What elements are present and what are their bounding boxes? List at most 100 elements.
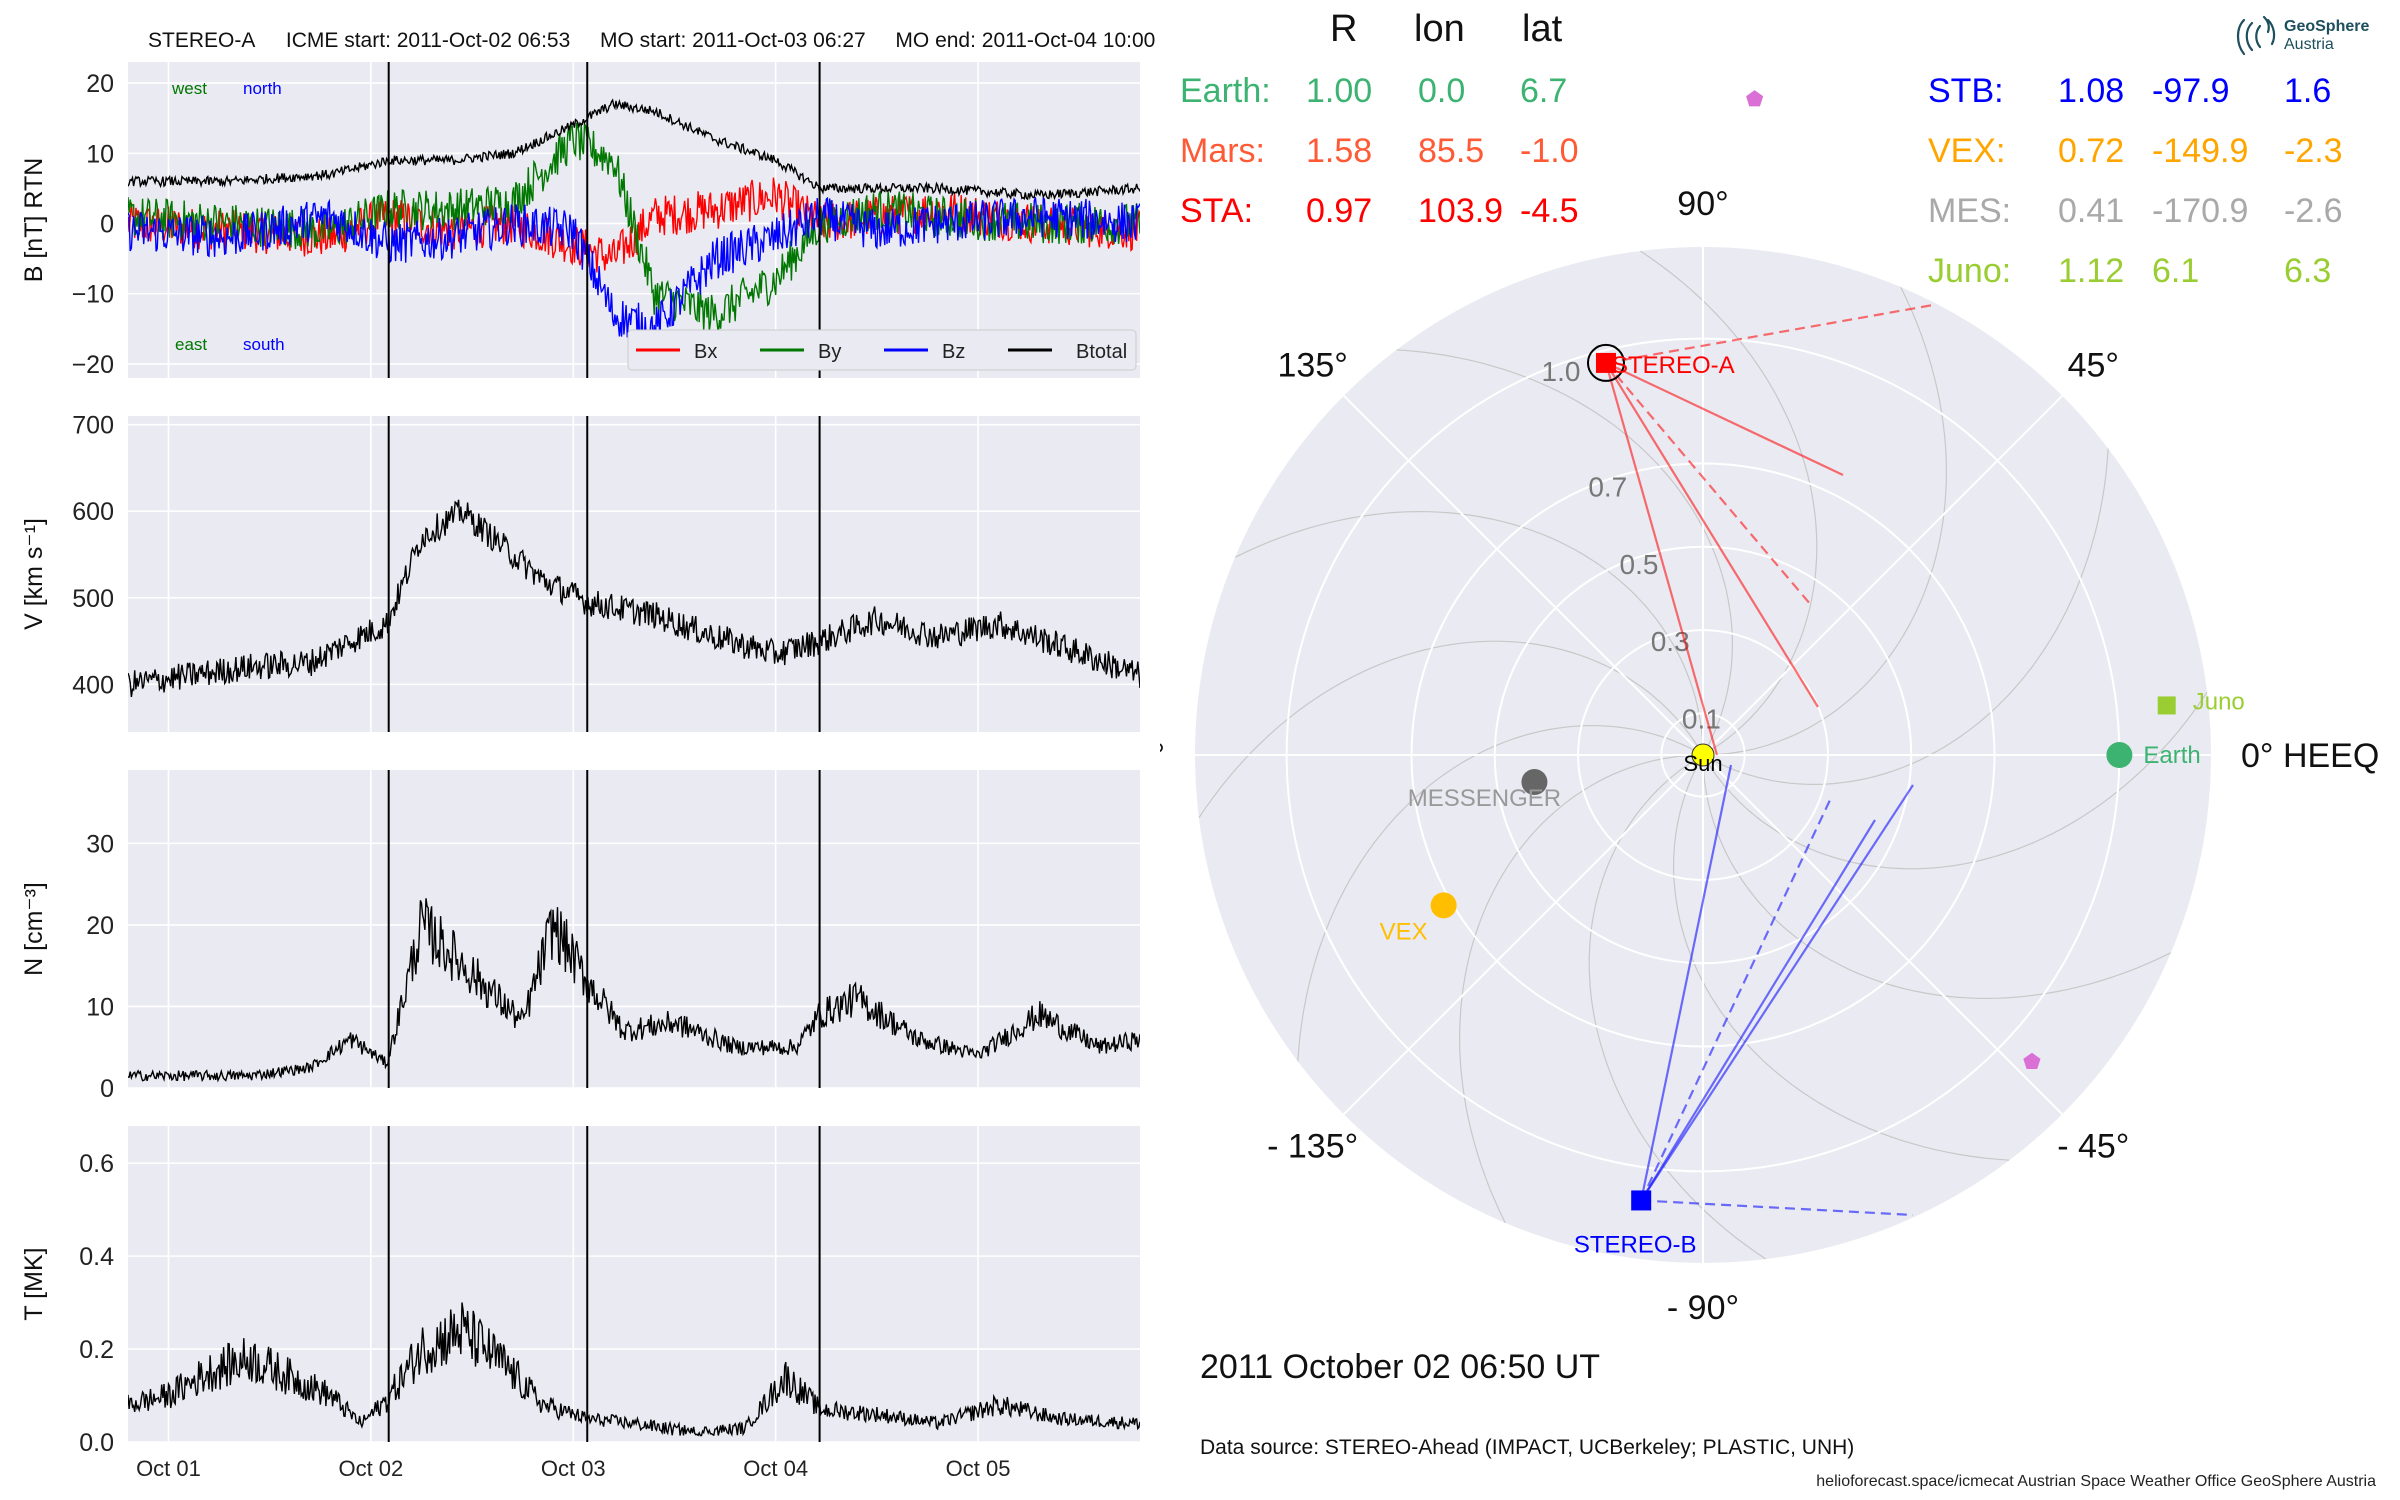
body-messenger: MESSENGER	[1408, 769, 1561, 812]
pentagon-marker	[1746, 90, 1764, 107]
body-stereo-b-marker	[1631, 1190, 1652, 1211]
geosphere-logo-icon	[2236, 15, 2276, 56]
parker-spiral-gridline	[1706, 691, 2208, 870]
body-sun-marker	[1691, 743, 1715, 767]
header-mo-end: MO end: 2011-Oct-04 10:00	[895, 29, 1156, 52]
north-label: north	[243, 79, 282, 98]
connection-line	[1641, 1199, 1914, 1217]
y-tick-label: 0.4	[79, 1243, 114, 1271]
y-axis-label: N [cm⁻³]	[20, 882, 48, 976]
polar-axes: 0.1 0.3 0.5 0.7 1.0 0° HEEQ 45° 90° 135° +/- 180°…	[1160, 90, 2379, 1327]
right-row-0-lat: 1.6	[2284, 72, 2332, 110]
right-row-2-lon: -170.9	[2152, 192, 2249, 230]
y-axis-label: T [MK]	[20, 1247, 48, 1320]
panel-T: 0.6 0.4 0.2 0.0 T [MK]	[20, 1126, 1140, 1457]
table-header-R: R	[1330, 8, 1358, 50]
left-row-1-lon: 85.5	[1418, 132, 1485, 170]
y-tick-label: 500	[72, 585, 114, 613]
body-juno: Juno	[2157, 688, 2245, 715]
header-spacecraft: STEREO-A	[148, 29, 255, 52]
left-row-0-lat: 6.7	[1520, 72, 1568, 110]
y-tick-label: 0.6	[79, 1150, 114, 1178]
right-row-3-lon: 6.1	[2152, 252, 2200, 290]
radial-tick-label: 0.1	[1682, 703, 1721, 734]
body-vex: VEX	[1380, 892, 1457, 945]
right-row-3-name: Juno:	[1928, 252, 2012, 290]
radial-tick-label: 1.0	[1542, 356, 1581, 387]
connection-line	[1605, 361, 1844, 476]
panel-background	[128, 416, 1140, 732]
angle-label: - 45°	[2057, 1127, 2129, 1165]
parker-spiral-gridline	[1702, 763, 2172, 1000]
body-messenger-marker	[1521, 769, 1548, 796]
angle-label: 45°	[2068, 347, 2119, 385]
credits-text: helioforecast.space/icmecat Austrian Spa…	[1816, 1473, 2376, 1490]
logo-sub: Austria	[2284, 36, 2334, 53]
table-header-lat: lat	[1522, 8, 1563, 50]
parker-spiral-gridline	[1234, 510, 1704, 747]
y-tick-label: 10	[86, 993, 114, 1021]
body-sun: Sun	[1683, 743, 1723, 776]
series-line-T	[128, 1302, 1140, 1437]
right-row-0-R: 1.08	[2058, 72, 2125, 110]
radial-tick-label: 0.3	[1651, 626, 1690, 657]
legend-label-Bz: Bz	[942, 341, 965, 363]
panel-background	[128, 1126, 1140, 1442]
panel-B: 20 10 0 −10 −20 B [nT] RTN west north east south B…	[20, 62, 1140, 379]
left-row-1-name: Mars:	[1180, 132, 1265, 170]
radial-tick-label: 0.5	[1620, 549, 1659, 580]
body-earth-marker	[2106, 742, 2133, 768]
parker-spiral-gridline	[1458, 754, 1695, 1224]
left-row-0-R: 1.00	[1306, 72, 1373, 110]
angle-label: 0° HEEQ	[2241, 737, 2379, 775]
stereo-a-highlight-ring	[1586, 343, 1625, 382]
body-stereo-a-label: STEREO-A	[1612, 352, 1735, 379]
right-row-1-lat: -2.3	[2284, 132, 2343, 170]
y-tick-label: 600	[72, 498, 114, 526]
body-marker-8	[2023, 1052, 2041, 1069]
polar-position-plot: 0.1 0.3 0.5 0.7 1.0 0° HEEQ 45° 90° 135° +/- 180°…	[1160, 90, 2379, 1327]
series-line-N	[128, 898, 1140, 1083]
angle-label: 90°	[1677, 185, 1728, 223]
body-vex-marker	[1430, 892, 1457, 919]
connection-line	[1605, 303, 1934, 365]
radial-tick-label: 0.7	[1588, 472, 1627, 503]
panel-N: 30 20 10 0 N [cm⁻³]	[20, 770, 1140, 1103]
right-row-1-R: 0.72	[2058, 132, 2125, 170]
y-tick-label: 10	[86, 140, 114, 168]
parker-spiral-gridline	[1672, 762, 2010, 1161]
right-row-0-lon: -97.9	[2152, 72, 2230, 110]
right-row-1-name: VEX:	[1928, 132, 2006, 170]
right-row-2-name: MES:	[1928, 192, 2012, 230]
body-stereo-a-marker	[1595, 352, 1616, 373]
right-row-3-R: 1.12	[2058, 252, 2125, 290]
panel-V: 700 600 500 400 V [km s⁻¹]	[20, 412, 1140, 732]
header-icme-start: ICME start: 2011-Oct-02 06:53	[285, 29, 571, 52]
pentagon-marker	[2023, 1052, 2041, 1069]
x-tick-label: Oct 02	[338, 1456, 403, 1481]
connection-line	[1605, 362, 1819, 708]
y-tick-label: −10	[72, 281, 114, 309]
y-tick-label: 30	[86, 830, 114, 858]
series-line-Bz	[128, 196, 1140, 348]
x-tick-label: Oct 01	[136, 1456, 201, 1481]
left-row-2-name: STA:	[1180, 192, 1254, 230]
right-row-1-lon: -149.9	[2152, 132, 2249, 170]
body-sun-label: Sun	[1683, 751, 1722, 776]
body-stereo-b: STEREO-B	[1574, 1190, 1697, 1258]
y-axis-label: V [km s⁻¹]	[20, 518, 48, 630]
table-header-lon: lon	[1414, 8, 1465, 50]
x-tick-label: Oct 03	[541, 1456, 606, 1481]
body-juno-marker	[2157, 696, 2176, 715]
body-vex-label: VEX	[1380, 918, 1428, 945]
connection-line	[1604, 362, 1719, 756]
west-label: west	[171, 79, 207, 98]
right-row-2-R: 0.41	[2058, 192, 2125, 230]
legend-label-Btotal: Btotal	[1076, 341, 1127, 363]
legend-label-Bx: Bx	[694, 341, 717, 363]
left-row-0-lon: 0.0	[1418, 72, 1466, 110]
right-row-3-lat: 6.3	[2284, 252, 2332, 290]
body-stereo-b-label: STEREO-B	[1574, 1231, 1697, 1258]
logo-name: GeoSphere	[2284, 18, 2370, 35]
